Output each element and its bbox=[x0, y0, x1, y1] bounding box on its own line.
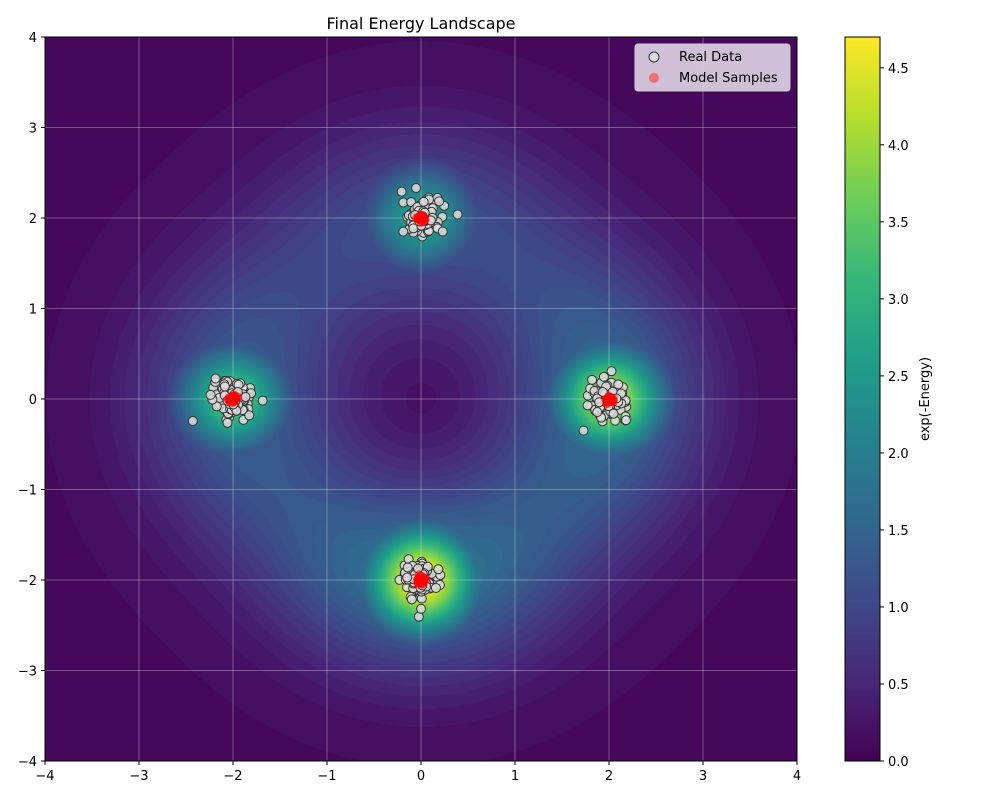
real-data-point bbox=[418, 196, 429, 207]
y-tick-label: 3 bbox=[29, 122, 37, 137]
colorbar-frame bbox=[844, 36, 881, 762]
real-data-point bbox=[402, 562, 413, 573]
legend-label-real: Real Data bbox=[679, 50, 742, 65]
real-data-point bbox=[244, 410, 255, 421]
model-sample-point bbox=[414, 576, 424, 586]
legend-marker-real bbox=[648, 51, 660, 63]
real-data-point bbox=[587, 374, 598, 385]
x-tick-label: −4 bbox=[35, 769, 54, 784]
colorbar-tick-label: 4.5 bbox=[888, 62, 909, 77]
real-data-point bbox=[621, 415, 632, 426]
y-tick-label: 4 bbox=[29, 31, 37, 46]
y-tick-label: −3 bbox=[18, 665, 37, 680]
colorbar bbox=[845, 37, 880, 761]
colorbar-tick-label: 2.5 bbox=[888, 370, 909, 385]
y-tick-label: 1 bbox=[29, 303, 37, 318]
legend-label-model: Model Samples bbox=[679, 71, 778, 86]
model-sample-point bbox=[226, 393, 236, 403]
y-tick-label: −4 bbox=[18, 755, 37, 770]
real-data-point bbox=[578, 425, 589, 436]
grid bbox=[44, 36, 798, 762]
y-tick-label: 2 bbox=[29, 212, 37, 227]
colorbar-tick-label: 3.5 bbox=[888, 216, 909, 231]
real-data-point bbox=[416, 603, 427, 614]
real-data-point bbox=[257, 395, 268, 406]
real-data-point bbox=[430, 582, 441, 593]
colorbar-ticks: 0.0 0.5 1.0 1.5 2.0 2.5 3.0 3.5 4.0 4.5 bbox=[880, 62, 909, 770]
chart-title: Final Energy Landscape bbox=[326, 14, 515, 33]
real-data-point bbox=[582, 400, 593, 411]
real-data-point bbox=[402, 572, 413, 583]
real-data-point bbox=[592, 407, 603, 418]
scatter-points bbox=[187, 183, 632, 622]
x-tick-label: 4 bbox=[793, 769, 801, 784]
real-data-point bbox=[608, 408, 619, 419]
y-tick-label: 0 bbox=[29, 393, 37, 408]
real-data-point bbox=[205, 389, 216, 400]
colorbar-tick-label: 0.0 bbox=[888, 755, 909, 770]
real-data-point bbox=[398, 226, 409, 237]
real-data-point bbox=[222, 417, 233, 428]
colorbar-tick-label: 0.5 bbox=[888, 678, 909, 693]
y-tick-label: −1 bbox=[18, 484, 37, 499]
real-data-point bbox=[452, 209, 463, 220]
real-data-point bbox=[411, 183, 422, 194]
heatmap bbox=[45, 37, 797, 761]
colorbar-label: exp(-Energy) bbox=[918, 357, 933, 441]
x-tick-label: 2 bbox=[605, 769, 613, 784]
colorbar-tick-label: 1.5 bbox=[888, 524, 909, 539]
legend: Real Data Model Samples bbox=[634, 43, 791, 92]
colorbar-tick-label: 4.0 bbox=[888, 139, 909, 154]
axis-ticks: −4−4 −3 −3 −2 −2 −1 −1 0 0 1 1 2 2 3 3 4 4 bbox=[18, 31, 801, 784]
real-data-point bbox=[187, 415, 198, 426]
x-tick-label: 3 bbox=[699, 769, 707, 784]
real-data-point bbox=[613, 379, 624, 390]
model-sample-point bbox=[602, 396, 612, 406]
y-tick-label: −2 bbox=[18, 574, 37, 589]
legend-marker-model bbox=[649, 73, 659, 83]
real-data-point bbox=[210, 373, 221, 384]
x-tick-label: −1 bbox=[317, 769, 336, 784]
x-tick-label: 1 bbox=[511, 769, 519, 784]
x-tick-label: −3 bbox=[129, 769, 148, 784]
real-data-point bbox=[606, 366, 617, 377]
colorbar-tick-label: 3.0 bbox=[888, 293, 909, 308]
model-sample-point bbox=[233, 392, 243, 402]
model-sample-point bbox=[421, 575, 431, 585]
real-data-point bbox=[598, 371, 609, 382]
real-data-point bbox=[396, 186, 407, 197]
real-data-point bbox=[434, 196, 445, 207]
colorbar-tick-label: 2.0 bbox=[888, 447, 909, 462]
real-data-point bbox=[433, 564, 444, 575]
real-data-point bbox=[406, 594, 417, 605]
real-data-point bbox=[219, 381, 230, 392]
colorbar-tick-label: 1.0 bbox=[888, 601, 909, 616]
real-data-point bbox=[437, 226, 448, 237]
x-tick-label: −2 bbox=[223, 769, 242, 784]
x-tick-label: 0 bbox=[417, 769, 425, 784]
model-sample-point bbox=[417, 212, 427, 222]
